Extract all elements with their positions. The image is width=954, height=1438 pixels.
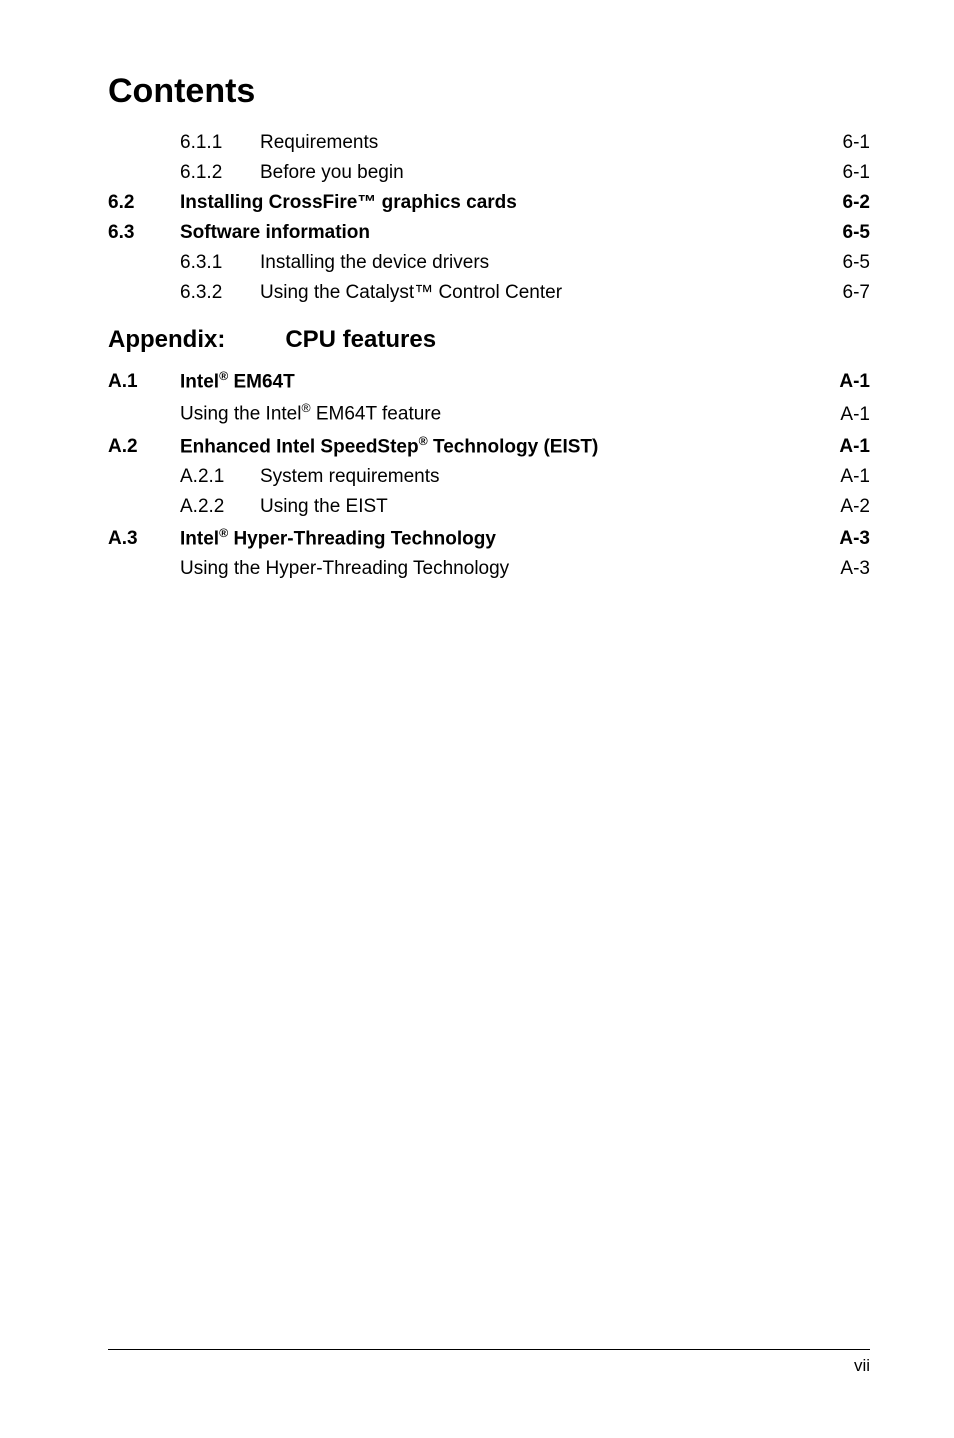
toc-page: A-1 [835,437,870,456]
toc-label: Intel® EM64T [180,370,295,391]
appendix-heading: Appendix: CPU features [108,326,870,354]
toc-page: 6-1 [839,133,870,152]
toc-sec: 6.2 [108,193,180,212]
toc-label: Requirements [260,133,378,152]
toc-page: A-1 [836,467,870,486]
toc-page: A-1 [835,372,870,391]
toc-line: A.2.2 Using the EIST A-2 [108,497,870,516]
toc-sub: 6.1.2 [180,163,260,182]
toc-label: Enhanced Intel SpeedStep® Technology (EI… [180,435,598,456]
toc-page: 6-5 [839,253,870,272]
toc-sub: 6.1.1 [180,133,260,152]
toc-sub: 6.3.1 [180,253,260,272]
page: Contents 6.1.1 Requirements 6-1 6.1.2 Be… [0,0,954,1438]
toc-appendix: A.1 Intel® EM64T A-1 Using the Intel® EM… [108,370,870,578]
toc-line: Using the Intel® EM64T feature A-1 [108,402,870,423]
toc-section-6: 6.1.1 Requirements 6-1 6.1.2 Before you … [108,133,870,302]
toc-page: A-3 [836,559,870,578]
toc-line: A.2.1 System requirements A-1 [108,467,870,486]
contents-title: Contents [108,72,870,111]
toc-label: Using the Catalyst™ Control Center [260,283,562,302]
toc-line: 6.3.1 Installing the device drivers 6-5 [108,253,870,272]
toc-sub: A.2.2 [180,497,260,516]
toc-sec: A.3 [108,529,180,548]
toc-page: 6-1 [839,163,870,182]
toc-page: 6-5 [839,223,870,242]
toc-line: 6.3.2 Using the Catalyst™ Control Center… [108,283,870,302]
toc-line: Using the Hyper-Threading Technology A-3 [108,559,870,578]
toc-label: Intel® Hyper-Threading Technology [180,527,496,548]
footer-page-number: vii [108,1356,870,1376]
toc-page: A-2 [836,497,870,516]
appendix-prefix: Appendix: [108,326,225,353]
page-footer: vii [108,1349,870,1376]
toc-line: A.2 Enhanced Intel SpeedStep® Technology… [108,435,870,456]
toc-line: A.1 Intel® EM64T A-1 [108,370,870,391]
toc-line: 6.2 Installing CrossFire™ graphics cards… [108,193,870,212]
toc-label: Using the Intel® EM64T feature [180,402,441,423]
toc-line: 6.1.2 Before you begin 6-1 [108,163,870,182]
toc-sec: 6.3 [108,223,180,242]
toc-sub: A.2.1 [180,467,260,486]
toc-label: Using the EIST [260,497,388,516]
toc-label: Before you begin [260,163,404,182]
toc-label: Installing the device drivers [260,253,489,272]
toc-page: A-3 [835,529,870,548]
toc-line: 6.1.1 Requirements 6-1 [108,133,870,152]
toc-sub: 6.3.2 [180,283,260,302]
toc-page: A-1 [836,405,870,424]
toc-label: Software information [180,223,370,242]
toc-line: A.3 Intel® Hyper-Threading Technology A-… [108,527,870,548]
toc-label: Installing CrossFire™ graphics cards [180,193,517,212]
appendix-title: CPU features [285,326,436,353]
toc-page: 6-7 [839,283,870,302]
toc-sec: A.1 [108,372,180,391]
toc-label: System requirements [260,467,440,486]
toc-label: Using the Hyper-Threading Technology [180,559,509,578]
toc-page: 6-2 [839,193,870,212]
footer-rule [108,1349,870,1350]
toc-line: 6.3 Software information 6-5 [108,223,870,242]
toc-sec: A.2 [108,437,180,456]
